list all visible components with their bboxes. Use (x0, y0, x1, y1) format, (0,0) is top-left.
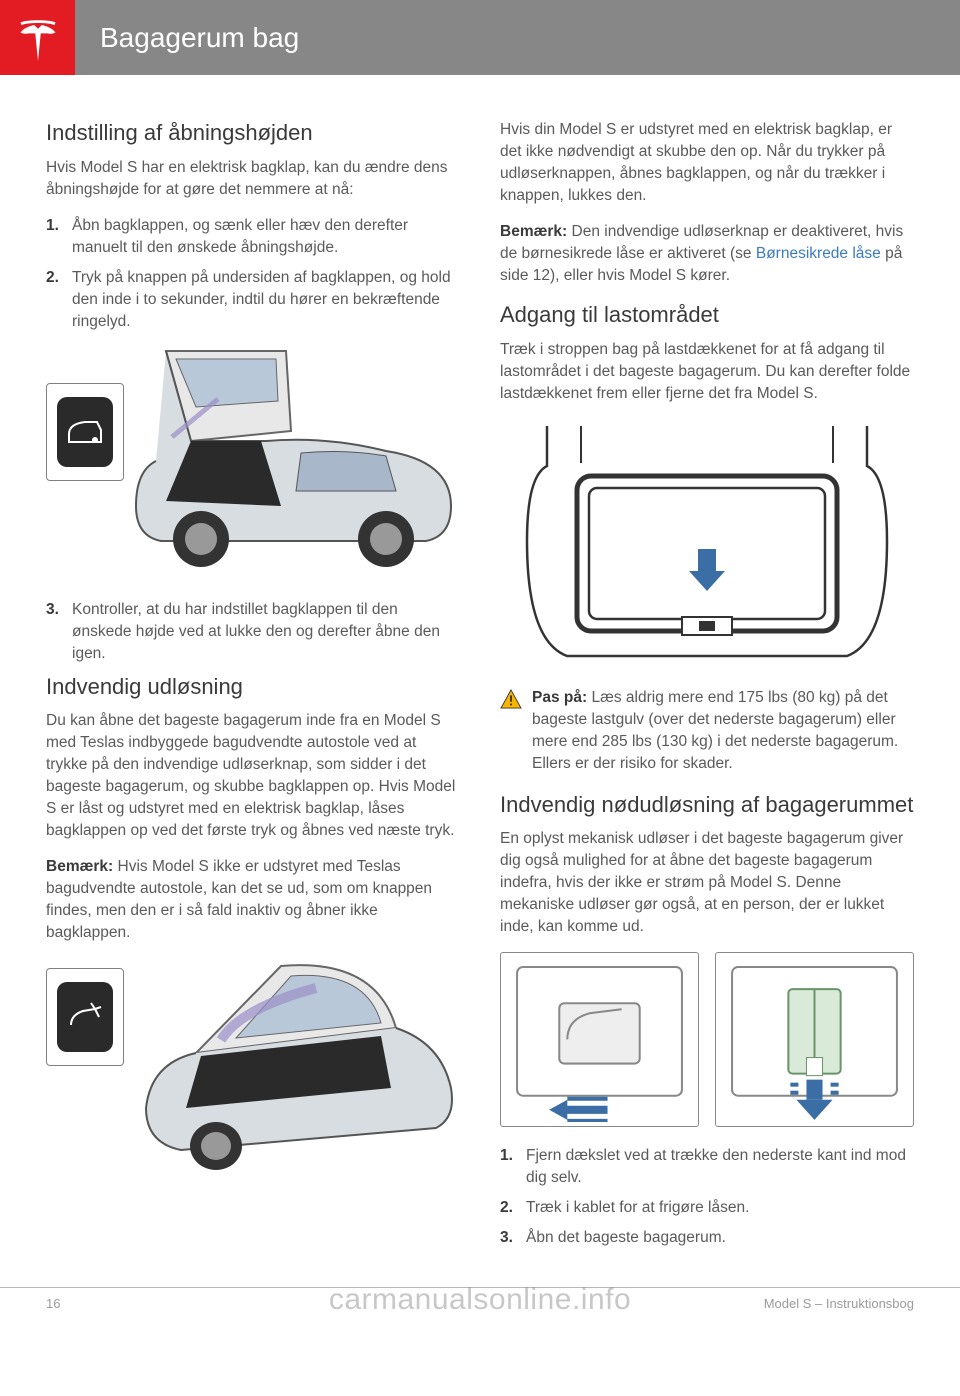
step-text: Fjern dækslet ved at trække den nederste… (526, 1145, 914, 1189)
step-text: Træk i kablet for at frigøre låsen. (526, 1197, 914, 1219)
paragraph: Hvis Model S har en elektrisk bagklap, k… (46, 157, 460, 201)
right-column: Hvis din Model S er udstyret med en elek… (500, 119, 914, 1257)
page-footer: 16 Model S – Instruktionsbog (0, 1287, 960, 1331)
step-number: 2. (46, 267, 72, 333)
list-item: 1. Åbn bagklappen, og sænk eller hæv den… (46, 215, 460, 259)
list-item: 2. Tryk på knappen på undersiden af bagk… (46, 267, 460, 333)
car-trunk-illustration (126, 341, 456, 579)
release-button-icon (57, 982, 113, 1052)
heading-opening-height: Indstilling af åbningshøjden (46, 119, 460, 147)
heading-interior-release: Indvendig udløsning (46, 673, 460, 701)
cargo-well-illustration (507, 421, 907, 666)
figure-emergency-release (500, 952, 914, 1127)
step-text: Tryk på knappen på undersiden af bagklap… (72, 267, 460, 333)
steps-list-a: 1. Åbn bagklappen, og sænk eller hæv den… (46, 215, 460, 333)
warning-text: Pas på: Læs aldrig mere end 175 lbs (80 … (532, 687, 914, 775)
list-item: 1. Fjern dækslet ved at trække den neder… (500, 1145, 914, 1189)
warning-label: Pas på: (532, 689, 587, 706)
panel-cable (715, 952, 914, 1127)
step-number: 3. (500, 1227, 526, 1249)
panel-cover-illustration (509, 961, 690, 1122)
heading-cargo-access: Adgang til lastområdet (500, 301, 914, 329)
step-number: 2. (500, 1197, 526, 1219)
step-text: Åbn bagklappen, og sænk eller hæv den de… (72, 215, 460, 259)
content-area: Indstilling af åbningshøjden Hvis Model … (0, 75, 960, 1287)
page-title: Bagagerum bag (100, 22, 299, 54)
step-number: 1. (46, 215, 72, 259)
tesla-logo (0, 0, 75, 75)
paragraph: Hvis din Model S er udstyret med en elek… (500, 119, 914, 207)
warning-body: Læs aldrig mere end 175 lbs (80 kg) på d… (532, 689, 898, 772)
list-item: 2. Træk i kablet for at frigøre låsen. (500, 1197, 914, 1219)
emergency-steps: 1. Fjern dækslet ved at trække den neder… (500, 1145, 914, 1249)
note-label: Bemærk: (46, 858, 113, 875)
step-text: Åbn det bageste bagagerum. (526, 1227, 914, 1249)
paragraph: En oplyst mekanisk udløser i det bageste… (500, 828, 914, 938)
panel-cable-illustration (724, 961, 905, 1122)
warning-icon (500, 689, 522, 709)
step-text: Kontroller, at du har indstillet bagklap… (72, 599, 460, 665)
step-number: 3. (46, 599, 72, 665)
figure-interior-release (46, 958, 460, 1173)
tesla-t-icon (15, 15, 61, 61)
heading-emergency-release: Indvendig nødudløsning af bagagerummet (500, 791, 914, 819)
left-column: Indstilling af åbningshøjden Hvis Model … (46, 119, 460, 1257)
button-callout (46, 968, 124, 1066)
panel-cover (500, 952, 699, 1127)
paragraph: Træk i stroppen bag på lastdækkenet for … (500, 339, 914, 405)
figure-trunk-button (46, 341, 460, 581)
steps-list-b: 3. Kontroller, at du har indstillet bagk… (46, 599, 460, 665)
book-title: Model S – Instruktionsbog (764, 1296, 914, 1311)
note-paragraph: Bemærk: Den indvendige udløserknap er de… (500, 221, 914, 287)
button-callout (46, 383, 124, 481)
page-number: 16 (46, 1296, 60, 1311)
list-item: 3. Åbn det bageste bagagerum. (500, 1227, 914, 1249)
step-number: 1. (500, 1145, 526, 1189)
note-label: Bemærk: (500, 223, 567, 240)
figure-cargo-well (500, 419, 914, 669)
car-rear-illustration (126, 958, 456, 1173)
list-item: 3. Kontroller, at du har indstillet bagk… (46, 599, 460, 665)
trunk-button-icon (57, 397, 113, 467)
page-header: Bagagerum bag (0, 0, 960, 75)
warning-block: Pas på: Læs aldrig mere end 175 lbs (80 … (500, 687, 914, 775)
note-paragraph: Bemærk: Hvis Model S ikke er udstyret me… (46, 856, 460, 944)
paragraph: Du kan åbne det bageste bagagerum inde f… (46, 710, 460, 842)
child-locks-link[interactable]: Børnesikrede låse (756, 245, 881, 262)
